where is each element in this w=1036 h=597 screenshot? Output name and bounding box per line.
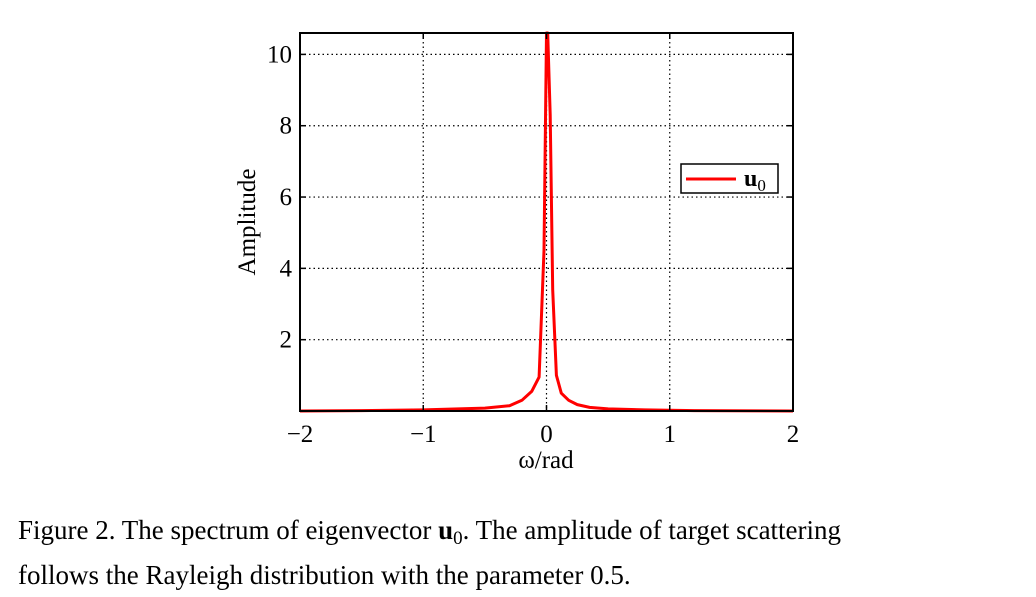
x-tick-label: −2 xyxy=(287,421,314,448)
figure-caption: Figure 2. The spectrum of eigenvector u0… xyxy=(18,512,1028,594)
x-axis-label: ω/rad xyxy=(518,447,574,474)
legend-label: u0 xyxy=(744,166,766,195)
caption-prefix: Figure 2. The spectrum of eigenvector xyxy=(18,515,439,545)
caption-line1-rest: . The amplitude of target scattering xyxy=(462,515,842,545)
x-tick-label: 1 xyxy=(664,421,677,448)
y-tick-label: 10 xyxy=(267,41,292,68)
tick-marks xyxy=(299,33,794,411)
y-tick-label: 2 xyxy=(280,327,293,354)
legend-symbol: u xyxy=(744,166,757,192)
series-layer xyxy=(299,31,794,413)
tick-labels: −2 −1 0 1 2 2 4 6 8 10 xyxy=(267,41,799,448)
y-tick-label: 8 xyxy=(280,113,293,140)
legend-subscript: 0 xyxy=(757,176,766,195)
caption-line-2: follows the Rayleigh distribution with t… xyxy=(18,560,631,590)
x-tick-label: 2 xyxy=(787,421,800,448)
caption-subscript: 0 xyxy=(453,528,463,549)
y-tick-label: 4 xyxy=(280,255,293,282)
series-line-u0 xyxy=(299,31,794,413)
caption-symbol: u xyxy=(438,515,454,545)
caption-line-1: Figure 2. The spectrum of eigenvector u0… xyxy=(18,512,1028,557)
y-axis-label: Amplitude xyxy=(234,169,261,276)
x-tick-label: −1 xyxy=(410,421,437,448)
legend: u0 xyxy=(680,163,779,195)
x-tick-label: 0 xyxy=(540,421,553,448)
y-tick-label: 6 xyxy=(280,184,293,211)
